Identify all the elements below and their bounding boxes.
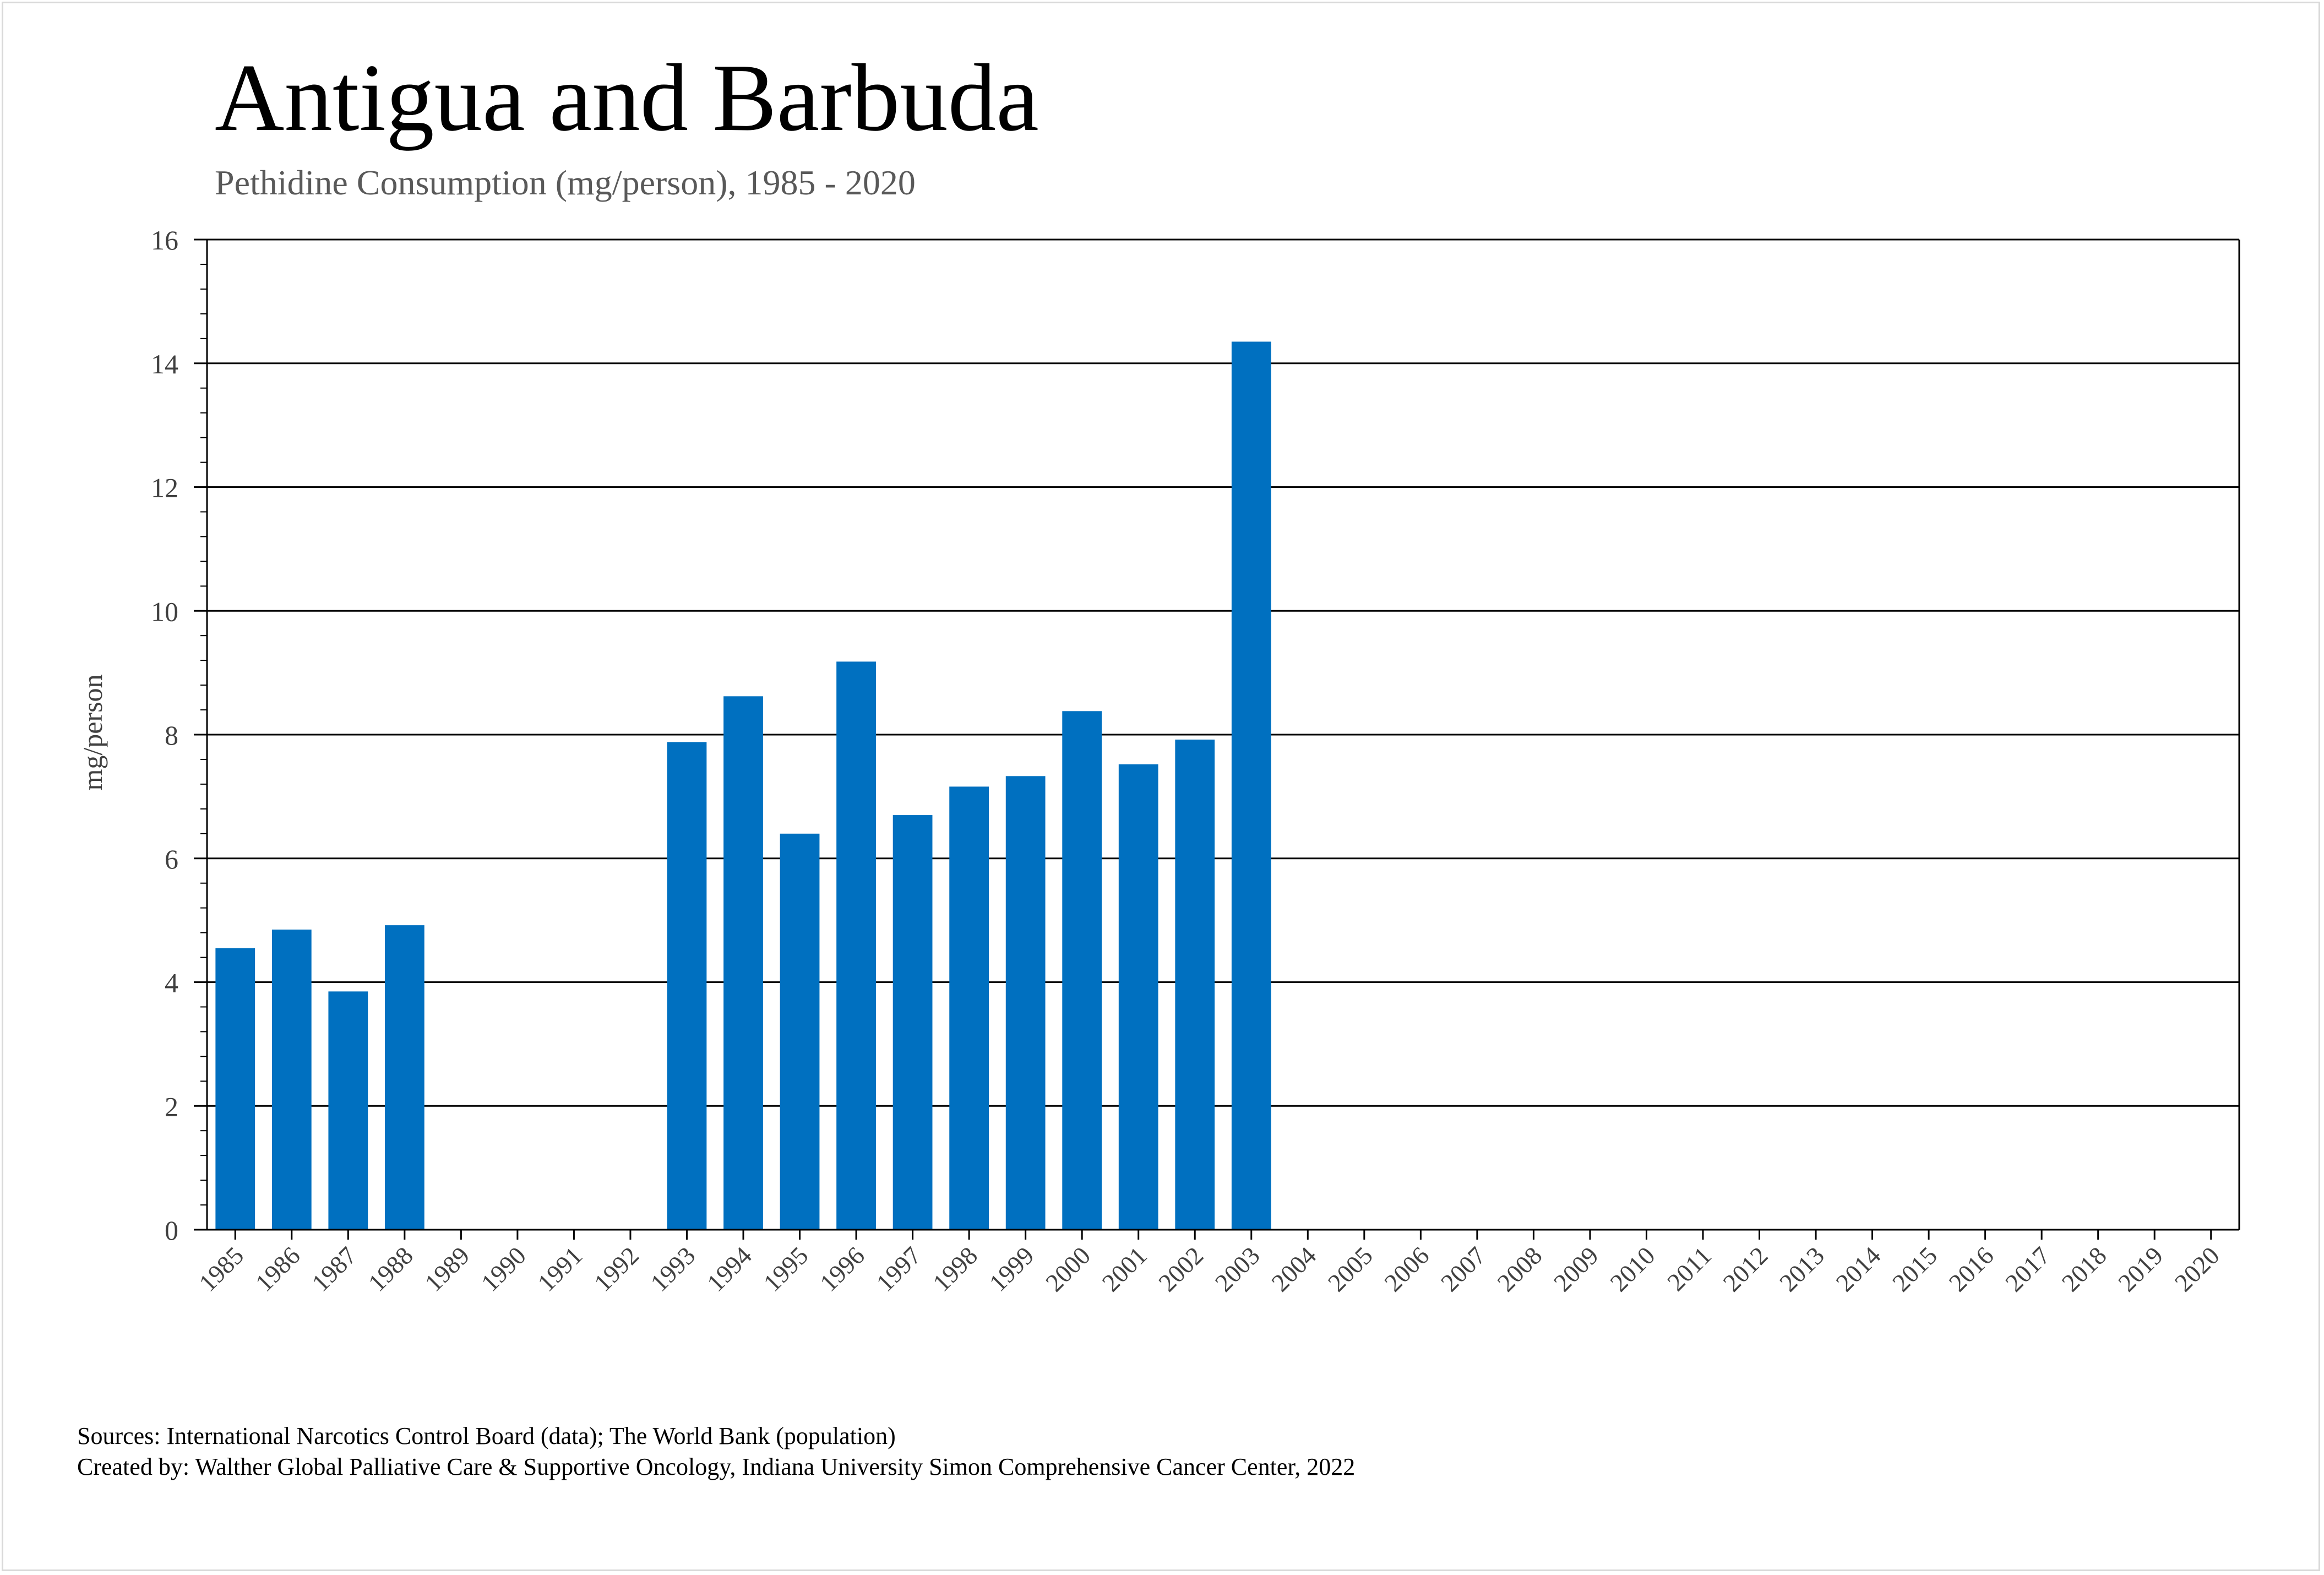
x-tick-label: 2018 <box>2056 1241 2112 1297</box>
x-tick-label: 2020 <box>2169 1241 2225 1297</box>
x-tick-label: 1994 <box>701 1241 757 1297</box>
x-tick-label: 2014 <box>1831 1241 1886 1297</box>
y-tick-label: 0 <box>165 1215 178 1246</box>
created-by-line: Created by: Walther Global Palliative Ca… <box>77 1453 1356 1480</box>
chart-title: Antigua and Barbuda <box>215 44 1039 151</box>
x-tick-label: 2012 <box>1717 1241 1773 1297</box>
bar-1986 <box>271 929 312 1230</box>
x-tick-label: 2000 <box>1040 1241 1096 1297</box>
x-tick-label: 2005 <box>1322 1241 1378 1297</box>
x-tick-label: 1985 <box>193 1241 249 1297</box>
y-tick-label: 2 <box>165 1091 178 1122</box>
x-tick-label: 1997 <box>871 1241 927 1297</box>
bar-1996 <box>836 661 876 1230</box>
x-tick-label: 1987 <box>306 1241 362 1297</box>
x-tick-label: 1986 <box>250 1241 306 1297</box>
x-tick-label: 2016 <box>1944 1241 1999 1297</box>
bar-1987 <box>328 991 368 1230</box>
x-tick-label: 2013 <box>1774 1241 1830 1297</box>
bar-2000 <box>1062 711 1102 1230</box>
x-tick-label: 1998 <box>927 1241 983 1297</box>
bar-2003 <box>1231 341 1271 1230</box>
x-tick-label: 2010 <box>1604 1241 1660 1297</box>
x-tick-label: 2003 <box>1210 1241 1265 1297</box>
bar-1985 <box>215 948 255 1230</box>
y-tick-label: 6 <box>165 844 178 875</box>
x-tick-label: 1996 <box>814 1241 870 1297</box>
x-tick-label: 1989 <box>419 1241 475 1297</box>
y-tick-label: 4 <box>165 968 178 998</box>
x-tick-label: 2008 <box>1492 1241 1547 1297</box>
x-tick-label: 1991 <box>532 1241 587 1297</box>
y-tick-label: 12 <box>151 472 178 503</box>
x-tick-label: 1999 <box>984 1241 1039 1297</box>
bar-1995 <box>780 833 820 1230</box>
bar-1988 <box>384 925 424 1230</box>
x-tick-label: 2007 <box>1435 1241 1491 1297</box>
x-tick-label: 2002 <box>1153 1241 1209 1297</box>
chart-subtitle: Pethidine Consumption (mg/person), 1985 … <box>215 163 916 202</box>
y-tick-label: 16 <box>151 225 178 256</box>
bar-1999 <box>1005 776 1046 1230</box>
x-tick-label: 2011 <box>1662 1241 1717 1296</box>
x-tick-label: 2019 <box>2113 1241 2168 1297</box>
x-tick-label: 2015 <box>1887 1241 1942 1297</box>
x-tick-label: 1990 <box>476 1241 531 1297</box>
sources-line: Sources: International Narcotics Control… <box>77 1422 896 1449</box>
x-tick-label: 1995 <box>758 1241 813 1297</box>
bar-2002 <box>1175 739 1215 1230</box>
x-tick-label: 2006 <box>1379 1241 1434 1297</box>
bar-1998 <box>949 786 989 1230</box>
bar-1994 <box>723 696 763 1230</box>
bars <box>215 341 1271 1230</box>
bar-1997 <box>892 815 933 1230</box>
y-tick-label: 10 <box>151 596 178 627</box>
bar-2001 <box>1118 764 1158 1230</box>
x-tick-label: 2017 <box>2000 1241 2055 1297</box>
y-tick-label: 14 <box>151 349 178 379</box>
x-tick-label: 1988 <box>363 1241 418 1297</box>
bar-1993 <box>667 742 707 1230</box>
axes <box>194 238 2240 1240</box>
x-tick-label: 2009 <box>1548 1241 1604 1297</box>
x-tick-label: 2004 <box>1266 1241 1321 1297</box>
x-tick-label: 1993 <box>645 1241 700 1297</box>
gridlines <box>207 238 2239 1107</box>
sources-note: Sources: International Narcotics Control… <box>77 1421 1355 1482</box>
x-tick-label: 2001 <box>1097 1241 1152 1297</box>
y-tick-label: 8 <box>165 720 178 751</box>
x-tick-label: 1992 <box>589 1241 644 1297</box>
